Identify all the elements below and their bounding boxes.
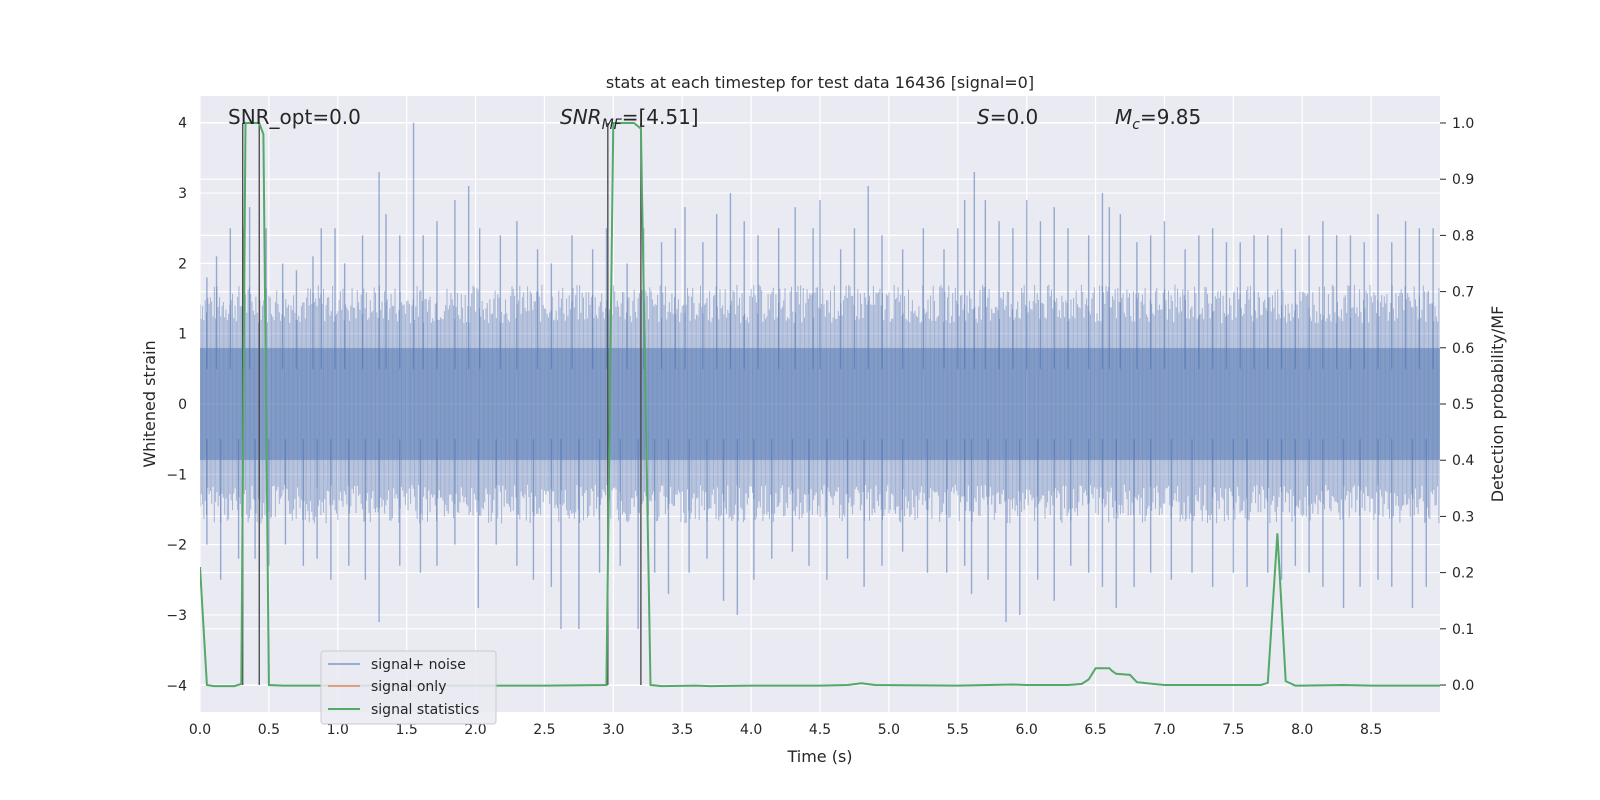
x-tick-label: 7.0: [1153, 722, 1175, 738]
y2-tick-label: 0.6: [1452, 341, 1474, 357]
legend-box: [320, 650, 497, 725]
y-tick-label: 4: [178, 116, 187, 132]
y2-tick-label: 0.3: [1452, 509, 1474, 525]
x-tick-label: 3.5: [671, 722, 693, 738]
x-tick-label: 6.5: [1084, 722, 1106, 738]
y-tick-label: 1: [178, 327, 187, 343]
y2-tick-label: 1.0: [1452, 116, 1474, 132]
legend-label-signal-only: signal only: [371, 679, 446, 695]
annotation-snr-opt: SNR_opt=0.0: [228, 105, 361, 129]
y2-tick-label: 0.9: [1452, 172, 1474, 188]
x-tick-label: 4.0: [740, 722, 762, 738]
series-signal-statistics: [200, 122, 1440, 688]
legend-label-signal-statistics: signal statistics: [371, 702, 479, 718]
series-signal-noise: [200, 122, 1440, 630]
y-tick-label: −4: [166, 678, 187, 694]
y-tick-label: −3: [166, 608, 187, 624]
chart-title: stats at each timestep for test data 164…: [606, 73, 1034, 92]
y2-axis-label: Detection probability/MF: [1488, 306, 1507, 503]
y2-tick-label: 0.5: [1452, 397, 1474, 413]
y-axis-ticks: −4 −3 −2 −1 0 1 2 3 4: [166, 116, 187, 695]
x-tick-label: 8.0: [1291, 722, 1313, 738]
annotation-snr-mf: SNRMF=[4.51]: [560, 105, 699, 133]
y2-tick-label: 0.7: [1452, 285, 1474, 301]
x-tick-label: 2.0: [464, 722, 486, 738]
y2-tick-label: 0.0: [1452, 678, 1474, 694]
x-tick-label: 2.5: [533, 722, 555, 738]
y2-tick-label: 0.2: [1452, 566, 1474, 582]
x-axis-label: Time (s): [786, 747, 852, 766]
y-axis-label: Whitened strain: [140, 340, 159, 467]
y2-axis-ticks: 0.0 0.1 0.2 0.3 0.4 0.5 0.6 0.7 0.8 0.9 1.0: [1440, 116, 1474, 694]
y-tick-label: 3: [178, 186, 187, 202]
annotation-mc: Mc=9.85: [1115, 105, 1201, 133]
x-tick-label: 1.0: [327, 722, 349, 738]
y-tick-label: −2: [166, 538, 187, 554]
annotation-s: S=0.0: [977, 105, 1038, 129]
x-tick-label: 5.5: [947, 722, 969, 738]
x-tick-label: 4.5: [809, 722, 831, 738]
x-tick-label: 0.0: [189, 722, 211, 738]
noise-trace: [200, 284, 1440, 524]
y2-tick-label: 0.8: [1452, 228, 1474, 244]
y-tick-label: 2: [178, 256, 187, 272]
x-tick-label: 8.5: [1360, 722, 1382, 738]
x-tick-label: 1.5: [396, 722, 418, 738]
x-tick-label: 3.0: [602, 722, 624, 738]
x-tick-label: 0.5: [258, 722, 280, 738]
signal-statistics-line: [200, 122, 1440, 688]
legend-label-signal-noise: signal+ noise: [371, 657, 466, 673]
y2-tick-label: 0.1: [1452, 622, 1474, 638]
legend: signal+ noise signal only signal statist…: [320, 650, 497, 725]
y-tick-label: 0: [178, 397, 187, 413]
x-tick-label: 7.5: [1222, 722, 1244, 738]
x-tick-label: 5.0: [878, 722, 900, 738]
y-tick-label: −1: [166, 467, 187, 483]
x-axis-ticks: 0.0 0.5 1.0 1.5 2.0 2.5 3.0 3.5 4.0 4.5 5.0 5.5 6.0 6…: [189, 722, 1382, 738]
x-tick-label: 6.0: [1016, 722, 1038, 738]
y2-tick-label: 0.4: [1452, 453, 1474, 469]
